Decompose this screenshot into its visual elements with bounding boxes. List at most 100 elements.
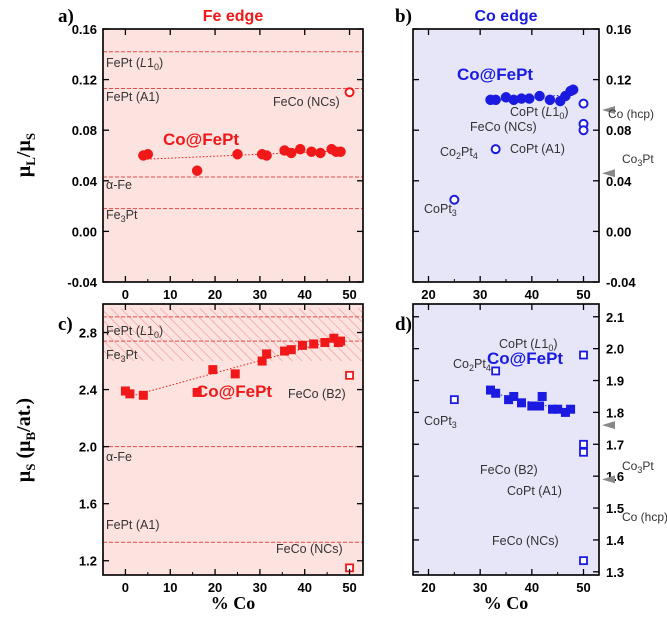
y-tick-label-d-0: 1.3 bbox=[606, 565, 624, 580]
data-point-a-s0-5 bbox=[261, 150, 272, 161]
y-tick-label-a-2: 0.04 bbox=[72, 174, 98, 189]
arrow-label-co-hcp-d: Co (hcp) bbox=[622, 510, 667, 524]
x-tick-label-b-1: 30 bbox=[473, 287, 487, 302]
data-point-d-s0-2 bbox=[504, 395, 514, 405]
x-tick-label-c-3: 30 bbox=[253, 580, 267, 595]
annotation-feco-ncs-d: FeCo (NCs) bbox=[492, 534, 559, 548]
data-point-c-s0-2 bbox=[138, 390, 148, 400]
data-point-a-s0-10 bbox=[315, 147, 326, 159]
data-point-a-s0-3 bbox=[232, 148, 243, 160]
y-tick-label-c-4: 2.8 bbox=[79, 326, 97, 341]
x-tick-label-a-3: 30 bbox=[253, 287, 267, 302]
panel-a-letter: a) bbox=[58, 6, 74, 27]
annotation-copt-a1-d: CoPt (A1) bbox=[507, 484, 562, 498]
panel-c-letter: c) bbox=[58, 314, 73, 335]
arrow-label-co-hcp-b: Co (hcp) bbox=[608, 107, 654, 121]
data-point-c-s0-5 bbox=[230, 369, 240, 379]
data-point-d-s0-8 bbox=[548, 404, 557, 414]
data-point-b-s1-0 bbox=[578, 98, 589, 109]
ref-label-fept-l10-c: FePt (L10) bbox=[106, 324, 163, 340]
data-point-a-s0-13 bbox=[335, 146, 346, 157]
data-point-d-s0-3 bbox=[509, 391, 519, 401]
y-tick-label-d-7: 2.0 bbox=[606, 342, 624, 357]
y-tick-label-a-1: 0.00 bbox=[72, 224, 97, 239]
data-point-c-s0-7 bbox=[262, 349, 272, 359]
x-tick-label-c-4: 40 bbox=[297, 580, 311, 595]
panel-c-plot: 0 10 20 30 40 50 1.2 1.6 2.0 2.4 2.8 bbox=[79, 304, 363, 595]
x-tick-label-a-2: 20 bbox=[208, 287, 222, 302]
panel-a-border bbox=[102, 28, 364, 283]
data-point-c-s1-0 bbox=[345, 370, 354, 380]
data-point-a-s0-2 bbox=[191, 165, 203, 176]
data-point-b-s0-5 bbox=[524, 93, 535, 104]
x-tick-label-b-2: 40 bbox=[525, 287, 539, 302]
data-point-d-s1-3 bbox=[579, 439, 588, 449]
ref-label-fe3pt-c: Fe3Pt bbox=[106, 348, 138, 364]
x-axis-title-left: % Co bbox=[211, 593, 256, 613]
x-tick-label-c-0: 0 bbox=[122, 580, 129, 595]
annotation-feco-b2-d: FeCo (B2) bbox=[480, 463, 538, 477]
data-point-b-s0-11 bbox=[567, 84, 579, 95]
y-tick-label-b-2: 0.04 bbox=[606, 174, 632, 189]
y-tick-label-a-4: 0.12 bbox=[72, 73, 97, 88]
panel-d-plot: 20 30 40 501.31.41.51.61.71.81.92.02.1 bbox=[413, 304, 625, 595]
x-tick-label-a-0: 0 bbox=[122, 287, 129, 302]
y-tick-label-c-0: 1.2 bbox=[79, 554, 97, 569]
panel-b-frame bbox=[412, 28, 600, 283]
panel-b-border bbox=[412, 28, 600, 283]
data-point-d-s0-4 bbox=[517, 398, 526, 408]
y-tick-label-c-2: 2.0 bbox=[79, 440, 97, 455]
data-point-b-s1-3 bbox=[490, 144, 501, 155]
data-point-c-s0-10 bbox=[297, 340, 307, 350]
y-tick-label-b-0: -0.04 bbox=[606, 275, 636, 290]
ref-label-fept-a1-a: FePt (A1) bbox=[106, 90, 160, 104]
co-edge-header: Co edge bbox=[474, 8, 537, 25]
side-arrow-d-1 bbox=[602, 475, 615, 484]
annotation-copt-a1-b: CoPt (A1) bbox=[510, 142, 565, 156]
panel-d-letter: d) bbox=[395, 314, 412, 335]
x-tick-label-c-1: 10 bbox=[163, 580, 177, 595]
y-tick-label-c-3: 2.4 bbox=[79, 383, 98, 398]
y-axis-title-top: μL/μS bbox=[13, 133, 38, 177]
x-tick-label-d-2: 40 bbox=[525, 580, 539, 595]
x-tick-label-d-3: 50 bbox=[576, 580, 590, 595]
ref-label-fe3pt-a: Fe3Pt bbox=[106, 208, 138, 224]
annotation-copt3-b: CoPt3 bbox=[424, 202, 457, 218]
x-tick-label-a-1: 10 bbox=[163, 287, 177, 302]
ref-label-fept-l10-a: FePt (L10) bbox=[106, 56, 163, 72]
x-tick-label-b-0: 20 bbox=[421, 287, 435, 302]
side-arrow-b-1 bbox=[602, 169, 615, 178]
x-tick-label-d-1: 30 bbox=[473, 580, 487, 595]
data-point-d-s1-2 bbox=[449, 395, 459, 405]
y-tick-label-b-5: 0.16 bbox=[606, 22, 631, 37]
data-point-b-s0-7 bbox=[544, 94, 556, 106]
data-point-a-s0-1 bbox=[142, 148, 154, 160]
annotation-co-fept-b: Co@FePt bbox=[457, 65, 533, 84]
x-tick-label-b-3: 50 bbox=[576, 287, 590, 302]
annotation-copt-l10-b: CoPt (L10) bbox=[510, 105, 569, 121]
y-tick-label-b-1: 0.00 bbox=[606, 224, 631, 239]
data-point-c-s0-3 bbox=[192, 387, 202, 397]
x-tick-label-c-2: 20 bbox=[208, 580, 222, 595]
y-tick-label-a-5: 0.16 bbox=[72, 22, 97, 37]
annotation-co-fept-a: Co@FePt bbox=[163, 130, 239, 149]
ref-label-fept-a1-c: FePt (A1) bbox=[106, 518, 160, 532]
data-point-d-s1-4 bbox=[579, 447, 588, 457]
data-point-d-s0-9 bbox=[553, 404, 563, 414]
data-point-c-s0-15 bbox=[336, 336, 346, 346]
annotation-feco-ncs-a: FeCo (NCs) bbox=[273, 95, 340, 109]
x-axis-title-right: % Co bbox=[484, 593, 529, 613]
data-point-c-s0-8 bbox=[280, 346, 290, 356]
x-tick-label-d-0: 20 bbox=[421, 580, 435, 595]
data-point-c-s0-11 bbox=[309, 339, 319, 349]
data-point-d-s0-7 bbox=[537, 391, 547, 401]
y-tick-label-d-6: 1.9 bbox=[606, 374, 624, 389]
y-tick-label-d-4: 1.7 bbox=[606, 437, 624, 452]
x-tick-label-c-5: 50 bbox=[342, 580, 356, 595]
annotation-feco-b2-c: FeCo (B2) bbox=[288, 387, 346, 401]
data-point-d-s0-11 bbox=[566, 404, 576, 414]
arrow-label-co3pt-d: Co3Pt bbox=[622, 459, 654, 475]
panel-d-border bbox=[412, 303, 600, 576]
data-point-d-s1-0 bbox=[579, 350, 588, 360]
